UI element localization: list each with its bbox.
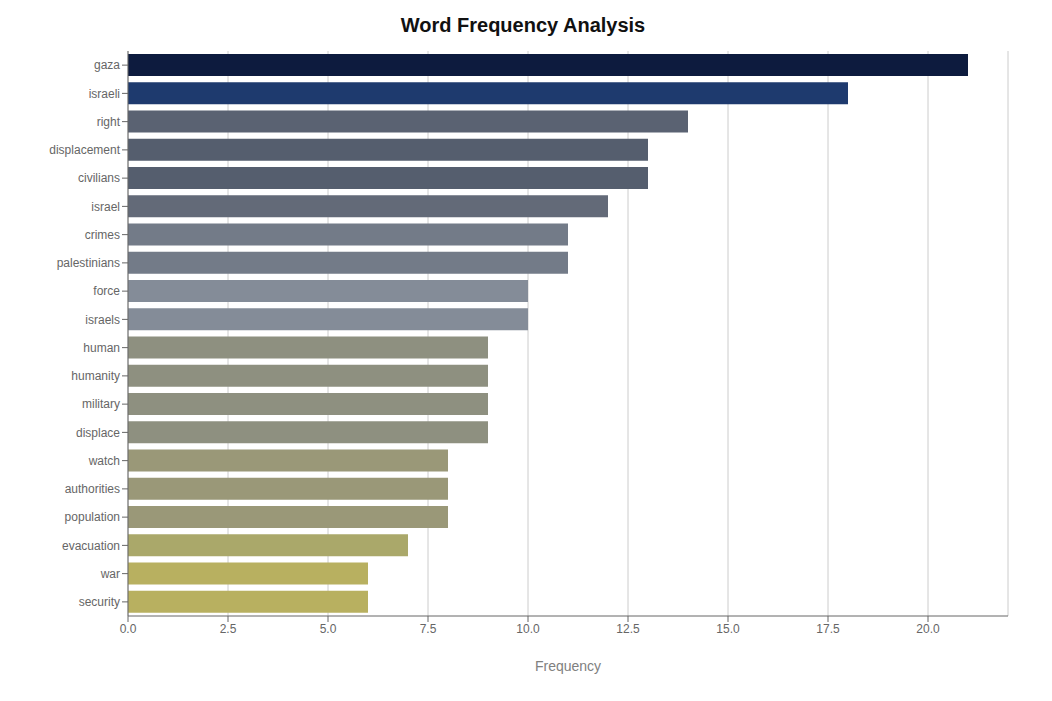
svg-text:evacuation: evacuation [62, 539, 120, 553]
svg-text:palestinians: palestinians [57, 256, 120, 270]
svg-text:displace: displace [76, 426, 120, 440]
svg-text:authorities: authorities [65, 482, 120, 496]
svg-text:israels: israels [85, 313, 120, 327]
svg-text:humanity: humanity [71, 369, 120, 383]
svg-text:israel: israel [91, 200, 120, 214]
svg-text:right: right [97, 115, 121, 129]
svg-text:7.5: 7.5 [420, 622, 437, 636]
svg-text:0.0: 0.0 [120, 622, 137, 636]
svg-text:security: security [79, 595, 120, 609]
svg-text:Frequency: Frequency [535, 658, 601, 674]
svg-text:crimes: crimes [85, 228, 120, 242]
svg-text:force: force [93, 284, 120, 298]
svg-text:israeli: israeli [89, 87, 120, 101]
svg-text:displacement: displacement [49, 143, 120, 157]
svg-text:gaza: gaza [94, 58, 120, 72]
html-text:Word Frequency Analysis: Word Frequency Analysis [400, 14, 646, 36]
svg-text:military: military [82, 397, 120, 411]
svg-text:5.0: 5.0 [320, 622, 337, 636]
svg-text:15.0: 15.0 [716, 622, 740, 636]
svg-text:human: human [83, 341, 120, 355]
svg-text:20.0: 20.0 [916, 622, 940, 636]
svg-text:population: population [65, 510, 120, 524]
svg-text:watch: watch [88, 454, 120, 468]
svg-text:10.0: 10.0 [516, 622, 540, 636]
svg-text:2.5: 2.5 [220, 622, 237, 636]
svg-text:civilians: civilians [78, 171, 120, 185]
svg-text:17.5: 17.5 [816, 622, 840, 636]
svg-text:war: war [100, 567, 120, 581]
svg-text:12.5: 12.5 [616, 622, 640, 636]
